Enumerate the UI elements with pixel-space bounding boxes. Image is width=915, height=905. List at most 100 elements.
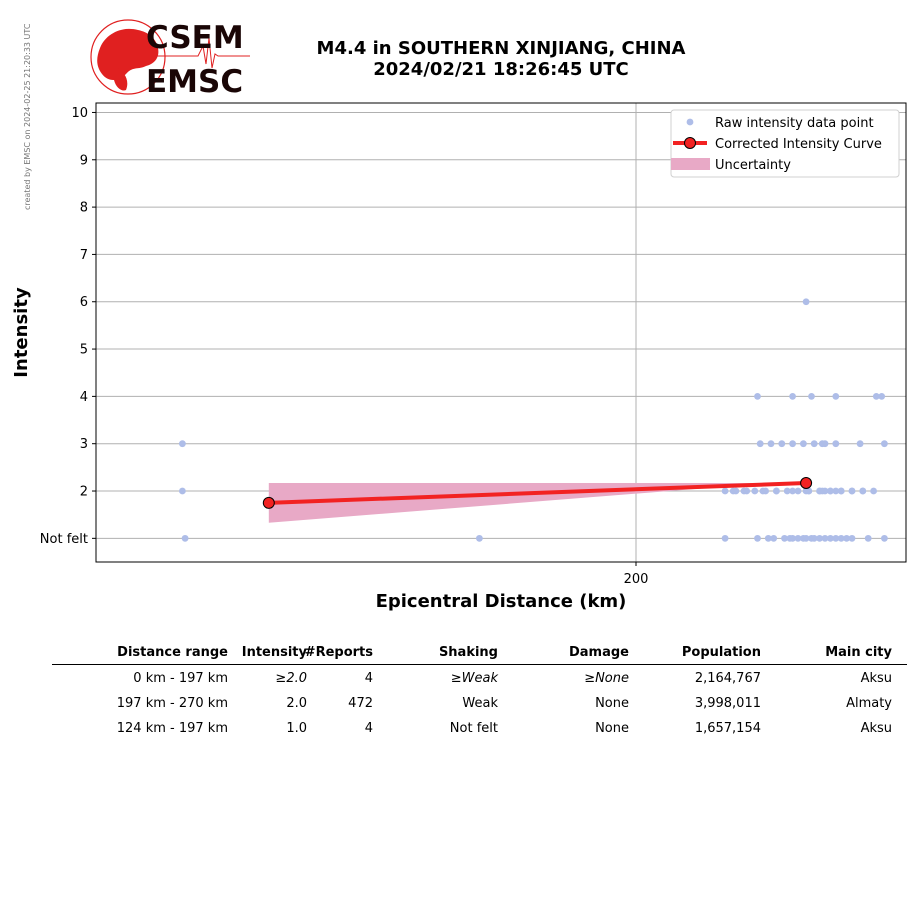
table-cell: 4 xyxy=(364,671,373,686)
raw-data-point xyxy=(810,534,818,542)
raw-data-point xyxy=(754,392,761,400)
raw-data-point xyxy=(881,440,888,448)
raw-data-point xyxy=(832,440,840,448)
table-row: 124 km - 197 km 1.0 4 Not felt None 1,657,154… xyxy=(52,717,907,742)
y-tick-label: 9 xyxy=(80,153,88,168)
intensity-table: Distance range Intensity #Reports Shaking Da… xyxy=(52,641,907,742)
y-tick-label: 5 xyxy=(80,343,88,358)
raw-data-point xyxy=(821,534,829,542)
raw-data-point xyxy=(802,298,810,306)
raw-data-point xyxy=(881,534,888,542)
raw-data-point xyxy=(721,534,729,542)
raw-data-point xyxy=(794,487,802,495)
raw-data-point xyxy=(832,487,840,495)
table-header-cell: #Reports xyxy=(304,645,373,660)
table-cell: 3,998,011 xyxy=(694,696,761,711)
table-cell: ≥Weak xyxy=(450,671,498,686)
raw-data-point xyxy=(179,440,186,448)
raw-data-point xyxy=(756,440,764,448)
title-line-2: 2024/02/21 18:26:45 UTC xyxy=(373,59,629,80)
raw-data-point xyxy=(767,440,775,448)
intensity-chart: Not felt 2 3 4 5 6 7 8 9 10 200 Epicentral Distance… xyxy=(11,102,907,612)
raw-data-point xyxy=(827,534,834,542)
raw-data-point xyxy=(859,487,867,495)
raw-data-point xyxy=(872,392,880,400)
raw-data-point xyxy=(751,487,759,495)
raw-data-point xyxy=(808,392,815,400)
table-cell: 2,164,767 xyxy=(694,671,761,686)
table-cell: Almaty xyxy=(846,696,892,711)
table-cell: Weak xyxy=(462,696,498,711)
raw-data-point xyxy=(818,487,826,495)
raw-data-point xyxy=(789,392,796,400)
legend-entry: Uncertainty xyxy=(715,158,791,173)
raw-data-point xyxy=(816,534,823,542)
y-tick-label: 10 xyxy=(71,106,88,121)
y-tick-label: Not felt xyxy=(40,532,88,547)
x-tick-label: 200 xyxy=(624,572,649,587)
logo-text-bottom: EMSC xyxy=(146,64,243,98)
raw-data-point xyxy=(837,534,845,542)
raw-data-point xyxy=(789,487,796,495)
raw-data-point xyxy=(802,534,810,542)
y-axis-label: Intensity xyxy=(11,287,32,378)
y-tick-label: 7 xyxy=(80,248,88,263)
raw-data-point xyxy=(789,534,796,542)
raw-data-point xyxy=(754,534,761,542)
legend-raw-swatch xyxy=(686,118,694,126)
legend-entry: Corrected Intensity Curve xyxy=(715,137,882,152)
table-cell: 124 km - 197 km xyxy=(116,721,228,736)
table-cell: Aksu xyxy=(860,671,892,686)
y-tick-label: 6 xyxy=(80,295,88,310)
raw-data-point xyxy=(832,534,840,542)
legend-curve-marker xyxy=(684,137,696,149)
raw-data-point xyxy=(783,487,791,495)
raw-data-point xyxy=(781,534,788,542)
raw-data-point xyxy=(832,392,840,400)
y-tick-label: 2 xyxy=(80,485,88,500)
table-row: 197 km - 270 km 2.0 472 Weak None 3,998,011 Al… xyxy=(52,692,907,717)
raw-data-point xyxy=(773,487,780,495)
raw-data-point xyxy=(476,534,483,542)
logo-text-top: CSEM xyxy=(146,20,244,56)
table-header-cell: Main city xyxy=(825,645,892,660)
uncertainty-band xyxy=(268,482,771,523)
legend-entry: Raw intensity data point xyxy=(715,116,874,131)
x-axis-label: Epicentral Distance (km) xyxy=(376,591,627,612)
raw-data-point xyxy=(794,534,802,542)
raw-data-point xyxy=(810,440,818,448)
raw-data-point xyxy=(827,487,834,495)
table-cell: Aksu xyxy=(860,721,892,736)
table-cell: 472 xyxy=(348,696,373,711)
curve-marker xyxy=(262,496,275,509)
raw-data-point xyxy=(837,487,845,495)
raw-data-point xyxy=(181,534,189,542)
raw-data-point xyxy=(848,534,856,542)
table-header-cell: Distance range xyxy=(117,645,228,660)
table-cell: 4 xyxy=(364,721,373,736)
table-header-cell: Shaking xyxy=(438,645,498,660)
table-cell: None xyxy=(595,696,629,711)
raw-data-point xyxy=(770,534,778,542)
raw-data-point xyxy=(789,440,796,448)
table-cell: 197 km - 270 km xyxy=(116,696,228,711)
table-cell: None xyxy=(595,721,629,736)
legend-box xyxy=(670,109,900,178)
raw-data-point xyxy=(721,487,729,495)
table-cell: 0 km - 197 km xyxy=(133,671,228,686)
raw-data-point xyxy=(848,487,856,495)
raw-data-point xyxy=(802,487,810,495)
table-header-row: Distance range Intensity #Reports Shaking Da… xyxy=(52,641,907,665)
raw-data-point xyxy=(843,534,850,542)
raw-data-point xyxy=(864,534,872,542)
table-cell: 1.0 xyxy=(286,721,307,736)
table-header-cell: Damage xyxy=(568,645,629,660)
legend-uncertainty-swatch xyxy=(671,158,710,170)
raw-data-point xyxy=(729,487,737,495)
raw-data-point xyxy=(870,487,877,495)
table-cell: ≥None xyxy=(584,671,629,686)
chart-title: M4.4 in SOUTHERN XINJIANG, CHINA 2024/02… xyxy=(260,38,742,80)
title-line-1: M4.4 in SOUTHERN XINJIANG, CHINA xyxy=(316,38,686,59)
y-tick-label: 3 xyxy=(80,437,88,452)
y-tick-label: 8 xyxy=(80,201,88,216)
